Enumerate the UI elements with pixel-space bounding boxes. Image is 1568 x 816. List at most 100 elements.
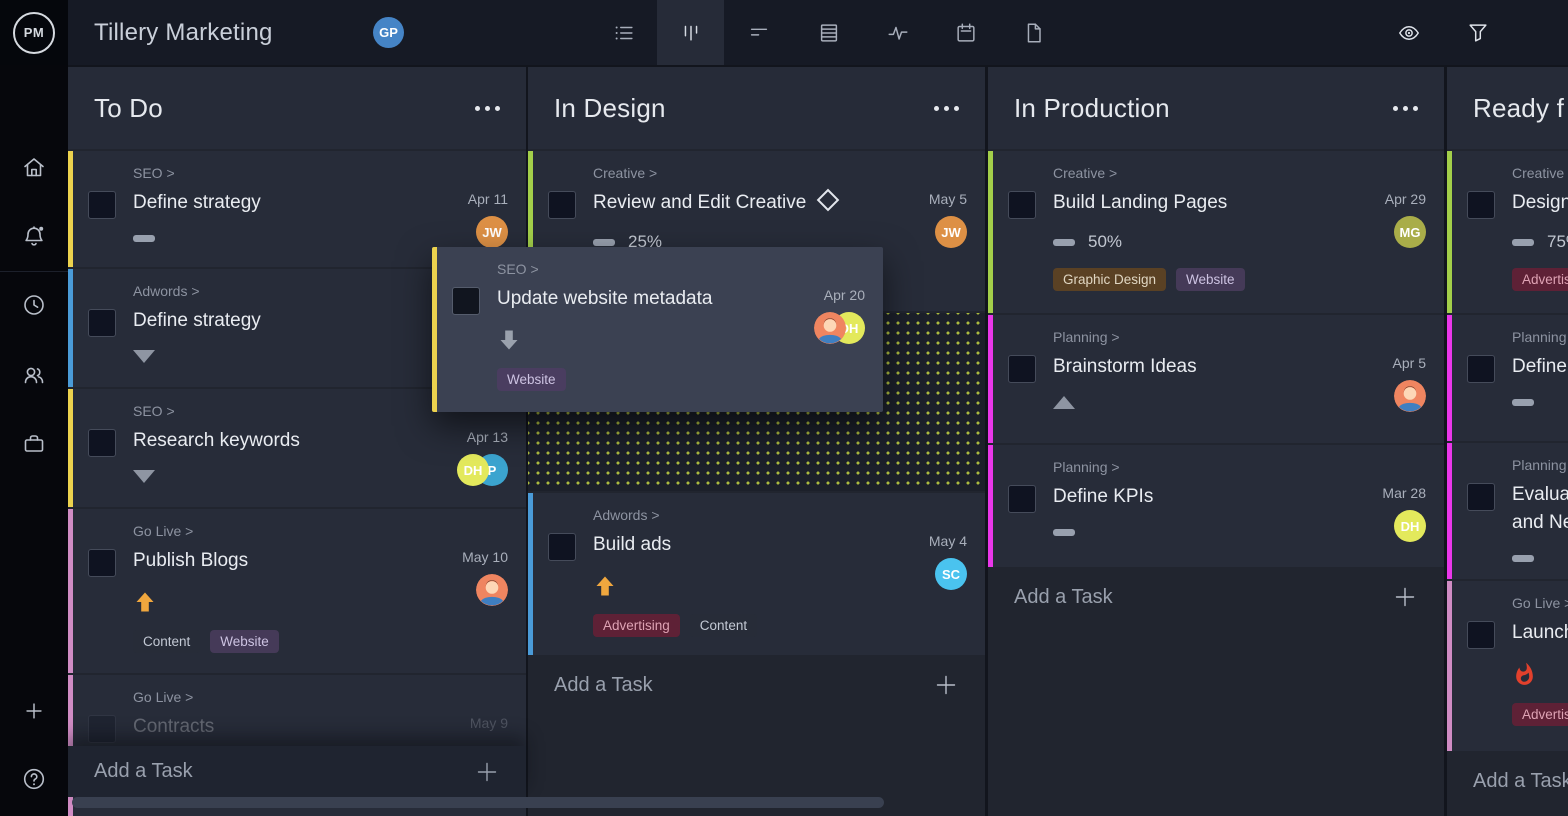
tasklist-icon — [612, 21, 636, 45]
sidebar-item-bell[interactable] — [0, 212, 68, 260]
task-breadcrumb: Go Live > — [133, 689, 510, 705]
tag-row: Graphic DesignWebsite — [1053, 268, 1428, 291]
eye-icon — [1397, 21, 1421, 45]
view-tab-tasklist[interactable] — [590, 0, 657, 65]
task-card[interactable]: Creative >Design75%Advertising — [1447, 151, 1568, 313]
task-checkbox[interactable] — [1008, 485, 1036, 513]
add-task-button[interactable]: Add a Task — [528, 657, 985, 713]
task-meta: May 10 — [462, 549, 508, 606]
priority-row — [133, 470, 510, 483]
task-title-row: Define strategy — [133, 192, 510, 214]
task-title: Launch — [1512, 622, 1568, 643]
task-checkbox[interactable] — [1467, 191, 1495, 219]
task-checkbox[interactable] — [88, 191, 116, 219]
project-members[interactable]: GP — [352, 17, 404, 48]
task-card[interactable]: Go Live >Publish BlogsMay 10ContentWebsi… — [68, 509, 526, 673]
priority-tri-up-icon — [1053, 396, 1075, 409]
view-tab-gantt[interactable] — [725, 0, 792, 65]
task-card[interactable]: Creative >Build Landing PagesApr 29MG50%… — [988, 151, 1444, 313]
task-title: Define strategy — [133, 192, 261, 213]
task-checkbox[interactable] — [1008, 191, 1036, 219]
due-date: May 5 — [929, 191, 967, 207]
plus-icon — [22, 699, 46, 723]
task-checkbox[interactable] — [1467, 621, 1495, 649]
view-tab-sheet[interactable] — [795, 0, 862, 65]
progress-row — [1512, 552, 1568, 565]
task-card[interactable]: Planning >Define KPIsMar 28DH — [988, 445, 1444, 567]
assignee-avatars: DHP — [457, 454, 508, 486]
top-bar: PM Tillery Marketing GP — [0, 0, 1568, 65]
column-menu-dots-icon — [934, 96, 959, 121]
view-tab-document[interactable] — [1000, 0, 1067, 65]
task-card[interactable]: Go Live >LaunchAdvertising — [1447, 581, 1568, 751]
task-title: Build Landing Pages — [1053, 192, 1227, 213]
kanban-icon — [679, 21, 703, 45]
task-checkbox[interactable] — [88, 309, 116, 337]
view-tab-kanban[interactable] — [657, 0, 724, 65]
view-tab-calendar[interactable] — [932, 0, 999, 65]
sidebar-item-home[interactable] — [0, 143, 68, 191]
dragged-task-card[interactable]: SEO >Update website metadataApr 20DHWebs… — [432, 247, 883, 412]
column-title: To Do — [94, 93, 163, 124]
priority-row — [1053, 396, 1428, 409]
sidebar-item-plus[interactable] — [0, 687, 68, 735]
column-menu-button[interactable] — [1393, 96, 1418, 121]
user-initials-avatar: DH — [1394, 510, 1426, 542]
task-checkbox[interactable] — [548, 191, 576, 219]
user-initials-avatar: JW — [476, 216, 508, 248]
task-title-row: Launch — [1512, 622, 1568, 644]
column-menu-button[interactable] — [475, 96, 500, 121]
horizontal-scrollbar-thumb[interactable] — [72, 797, 884, 808]
task-checkbox[interactable] — [548, 533, 576, 561]
task-title: Evaluate — [1512, 484, 1568, 505]
task-checkbox[interactable] — [88, 429, 116, 457]
task-breadcrumb: Go Live > — [1512, 595, 1568, 611]
task-meta: Apr 11JW — [468, 191, 508, 248]
user-photo-avatar — [476, 574, 508, 606]
due-date: Apr 20 — [824, 287, 865, 303]
add-task-footer[interactable]: Add a Task — [68, 746, 526, 797]
task-checkbox[interactable] — [88, 549, 116, 577]
task-card[interactable]: Planning >Evaluateand Ne — [1447, 443, 1568, 579]
sidebar-item-briefcase[interactable] — [0, 420, 68, 468]
task-breadcrumb: Creative > — [1512, 165, 1568, 181]
add-task-button[interactable]: Add a Task — [988, 569, 1444, 625]
task-card[interactable]: Planning >Define — [1447, 315, 1568, 441]
milestone-diamond-icon — [817, 189, 840, 212]
eye-button[interactable] — [1383, 0, 1435, 65]
task-checkbox[interactable] — [1467, 355, 1495, 383]
priority-flame-icon — [1512, 662, 1537, 687]
task-checkbox[interactable] — [1008, 355, 1036, 383]
plus-icon — [474, 759, 500, 785]
view-tab-activity[interactable] — [864, 0, 931, 65]
tag-website: Website — [210, 630, 279, 653]
column-ready-f: Ready fCreative >Design75%AdvertisingPla… — [1447, 67, 1568, 816]
sidebar-item-team[interactable] — [0, 351, 68, 399]
column-menu-button[interactable] — [934, 96, 959, 121]
task-checkbox[interactable] — [452, 287, 480, 315]
task-title-line2: and Ne — [1512, 512, 1568, 534]
task-checkbox[interactable] — [1467, 483, 1495, 511]
progress-bar — [1512, 555, 1534, 562]
task-title-row: Define — [1512, 356, 1568, 378]
task-card[interactable]: Adwords >Build adsMay 4SCAdvertisingCont… — [528, 493, 985, 655]
assignee-avatars: DH — [814, 312, 865, 344]
column-to-do: To DoSEO >Define strategyApr 11JWAdwords… — [68, 67, 526, 816]
progress-row: 50% — [1053, 232, 1428, 252]
task-breadcrumb: SEO > — [497, 261, 867, 277]
task-title-row: Research keywords — [133, 430, 510, 452]
task-title: Define strategy — [133, 310, 261, 331]
user-initials-avatar: DH — [457, 454, 489, 486]
task-checkbox[interactable] — [88, 715, 116, 743]
tag-row: AdvertisingContent — [593, 614, 969, 637]
add-task-button[interactable]: Add a Task — [1447, 753, 1568, 809]
app-logo[interactable]: PM — [0, 0, 68, 65]
progress-row — [1512, 396, 1568, 409]
sidebar-item-help[interactable] — [0, 755, 68, 803]
task-card[interactable]: Planning >Brainstorm IdeasApr 5 — [988, 315, 1444, 443]
filter-button[interactable] — [1452, 0, 1504, 65]
task-meta: May 9 — [470, 715, 508, 731]
sidebar-item-clock[interactable] — [0, 281, 68, 329]
progress-row — [1053, 526, 1428, 539]
column-menu-dots-icon — [475, 96, 500, 121]
